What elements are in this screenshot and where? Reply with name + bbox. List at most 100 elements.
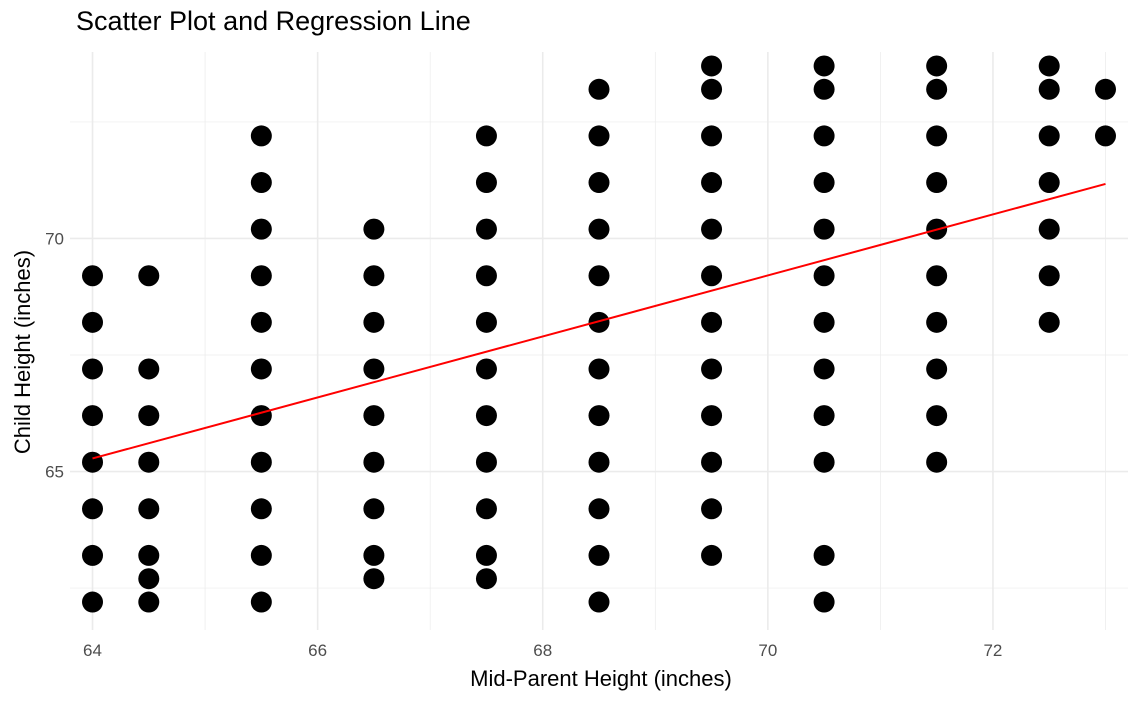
data-point bbox=[926, 172, 948, 194]
data-point bbox=[813, 591, 835, 613]
x-tick-label: 66 bbox=[308, 641, 327, 660]
data-point bbox=[82, 498, 104, 520]
data-point bbox=[363, 451, 385, 473]
data-point bbox=[701, 55, 723, 77]
data-point bbox=[701, 218, 723, 240]
tick-labels-layer: 64 66 68 70 72 65 70 bbox=[45, 229, 1002, 660]
data-point bbox=[82, 591, 104, 613]
data-point bbox=[1038, 172, 1060, 194]
data-point bbox=[701, 544, 723, 566]
data-point bbox=[588, 358, 610, 380]
regression-line bbox=[92, 182, 1106, 460]
data-point bbox=[926, 405, 948, 427]
data-point bbox=[138, 265, 160, 287]
data-point bbox=[250, 311, 272, 333]
data-point bbox=[475, 358, 497, 380]
chart-title: Scatter Plot and Regression Line bbox=[76, 6, 471, 36]
data-point bbox=[475, 311, 497, 333]
data-point bbox=[138, 498, 160, 520]
data-point bbox=[926, 451, 948, 473]
data-point bbox=[813, 78, 835, 100]
data-point bbox=[138, 544, 160, 566]
points-layer bbox=[82, 55, 1116, 613]
x-tick-label: 68 bbox=[533, 641, 552, 660]
data-point bbox=[250, 451, 272, 473]
data-point bbox=[701, 172, 723, 194]
data-point bbox=[813, 451, 835, 473]
data-point bbox=[813, 125, 835, 147]
data-point bbox=[1038, 265, 1060, 287]
data-point bbox=[1094, 78, 1116, 100]
y-axis-title: Child Height (inches) bbox=[10, 250, 35, 454]
data-point bbox=[701, 405, 723, 427]
data-point bbox=[82, 265, 104, 287]
data-point bbox=[926, 311, 948, 333]
data-point bbox=[588, 125, 610, 147]
data-point bbox=[82, 451, 104, 473]
data-point bbox=[1038, 55, 1060, 77]
data-point bbox=[588, 218, 610, 240]
data-point bbox=[701, 78, 723, 100]
data-point bbox=[363, 265, 385, 287]
data-point bbox=[363, 544, 385, 566]
data-point bbox=[363, 358, 385, 380]
data-point bbox=[588, 311, 610, 333]
data-point bbox=[363, 568, 385, 590]
data-point bbox=[250, 591, 272, 613]
data-point bbox=[813, 218, 835, 240]
data-point bbox=[82, 544, 104, 566]
data-point bbox=[701, 125, 723, 147]
data-point bbox=[475, 172, 497, 194]
data-point bbox=[588, 265, 610, 287]
data-point bbox=[701, 311, 723, 333]
data-point bbox=[250, 358, 272, 380]
regression-line-layer bbox=[92, 182, 1106, 460]
data-point bbox=[1038, 125, 1060, 147]
x-tick-label: 70 bbox=[758, 641, 777, 660]
data-point bbox=[1038, 311, 1060, 333]
x-axis-title: Mid-Parent Height (inches) bbox=[470, 666, 732, 691]
data-point bbox=[813, 544, 835, 566]
data-point bbox=[475, 125, 497, 147]
data-point bbox=[475, 265, 497, 287]
data-point bbox=[138, 568, 160, 590]
data-point bbox=[1038, 218, 1060, 240]
data-point bbox=[813, 55, 835, 77]
data-point bbox=[701, 451, 723, 473]
data-point bbox=[475, 568, 497, 590]
data-point bbox=[250, 172, 272, 194]
data-point bbox=[82, 405, 104, 427]
data-point bbox=[1038, 78, 1060, 100]
data-point bbox=[701, 498, 723, 520]
data-point bbox=[475, 218, 497, 240]
data-point bbox=[813, 172, 835, 194]
data-point bbox=[588, 405, 610, 427]
data-point bbox=[926, 125, 948, 147]
data-point bbox=[926, 55, 948, 77]
data-point bbox=[363, 498, 385, 520]
data-point bbox=[475, 544, 497, 566]
x-tick-label: 64 bbox=[83, 641, 102, 660]
data-point bbox=[138, 451, 160, 473]
data-point bbox=[250, 544, 272, 566]
data-point bbox=[588, 78, 610, 100]
data-point bbox=[82, 311, 104, 333]
data-point bbox=[588, 172, 610, 194]
data-point bbox=[813, 405, 835, 427]
data-point bbox=[475, 498, 497, 520]
data-point bbox=[588, 544, 610, 566]
data-point bbox=[813, 311, 835, 333]
data-point bbox=[701, 265, 723, 287]
data-point bbox=[813, 265, 835, 287]
data-point bbox=[475, 405, 497, 427]
x-tick-label: 72 bbox=[983, 641, 1002, 660]
data-point bbox=[138, 358, 160, 380]
data-point bbox=[926, 265, 948, 287]
data-point bbox=[250, 265, 272, 287]
data-point bbox=[588, 451, 610, 473]
data-point bbox=[701, 358, 723, 380]
data-point bbox=[926, 358, 948, 380]
data-point bbox=[250, 125, 272, 147]
data-point bbox=[250, 498, 272, 520]
